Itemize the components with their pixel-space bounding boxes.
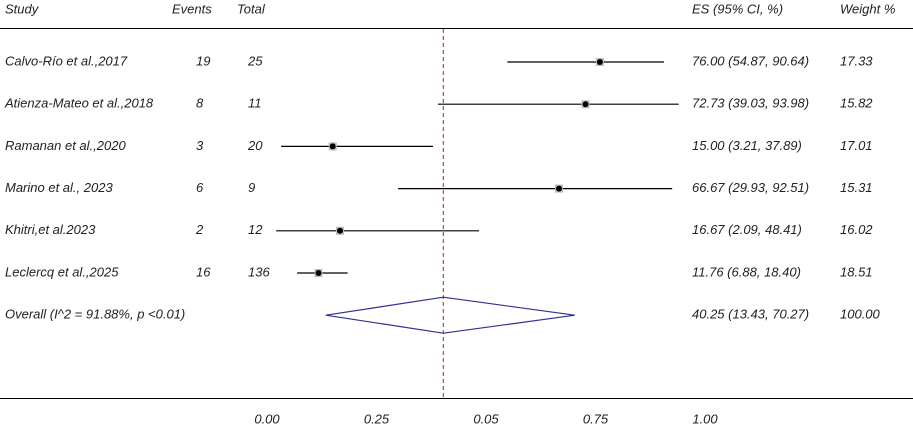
- x-tick-label: 0.25: [364, 411, 390, 426]
- point: [596, 59, 603, 65]
- weight: 15.82: [840, 96, 873, 111]
- x-tick-label: 1.00: [692, 411, 718, 426]
- study-name: Khitri,et al.2023: [5, 222, 96, 237]
- study-name: Leclercq et al.,2025: [5, 264, 119, 279]
- x-tick-label: 0.75: [583, 411, 609, 426]
- overall-es-label: 40.25 (13.43, 70.27): [692, 307, 809, 322]
- x-tick-label: 0.05: [473, 411, 499, 426]
- weight: 18.51: [840, 264, 873, 279]
- point: [337, 227, 344, 234]
- header-es: ES (95% CI, %): [692, 1, 783, 16]
- es-label: 11.76 (6.88, 18.40): [692, 264, 801, 279]
- weight: 17.01: [840, 138, 873, 153]
- events: 2: [195, 222, 204, 237]
- es-label: 76.00 (54.87, 90.64): [692, 53, 809, 68]
- weight: 17.33: [840, 53, 873, 68]
- header-events: Events: [172, 1, 212, 16]
- overall-weight: 100.00: [840, 307, 881, 322]
- point: [556, 185, 563, 192]
- point: [315, 270, 322, 276]
- events: 8: [196, 96, 204, 111]
- point: [329, 143, 336, 150]
- events: 6: [196, 180, 204, 195]
- total: 136: [248, 264, 270, 279]
- events: 19: [196, 53, 210, 68]
- study-name: Marino et al., 2023: [5, 180, 113, 195]
- study-name: Calvo-Río et al.,2017: [5, 53, 128, 68]
- x-tick-label: 0.00: [254, 411, 280, 426]
- events: 16: [196, 264, 211, 279]
- header-total: Total: [237, 1, 266, 16]
- study-name: Ramanan et al.,2020: [5, 138, 126, 153]
- overall-label: Overall (I^2 = 91.88%, p <0.01): [5, 307, 185, 322]
- events: 3: [196, 138, 204, 153]
- study-name: Atienza-Mateo et al.,2018: [4, 96, 154, 111]
- header-weight: Weight %: [840, 1, 895, 16]
- es-label: 15.00 (3.21, 37.89): [692, 138, 802, 153]
- total: 12: [248, 222, 263, 237]
- total: 20: [247, 138, 263, 153]
- header-study: Study: [5, 1, 40, 16]
- es-label: 66.67 (29.93, 92.51): [692, 180, 809, 195]
- total: 25: [247, 53, 263, 68]
- es-label: 72.73 (39.03, 93.98): [692, 96, 809, 111]
- overall-diamond: [325, 296, 575, 334]
- weight: 15.31: [840, 180, 873, 195]
- total: 11: [248, 96, 262, 111]
- weight: 16.02: [840, 222, 873, 237]
- es-label: 16.67 (2.09, 48.41): [692, 222, 802, 237]
- total: 9: [248, 180, 255, 195]
- point: [582, 101, 589, 108]
